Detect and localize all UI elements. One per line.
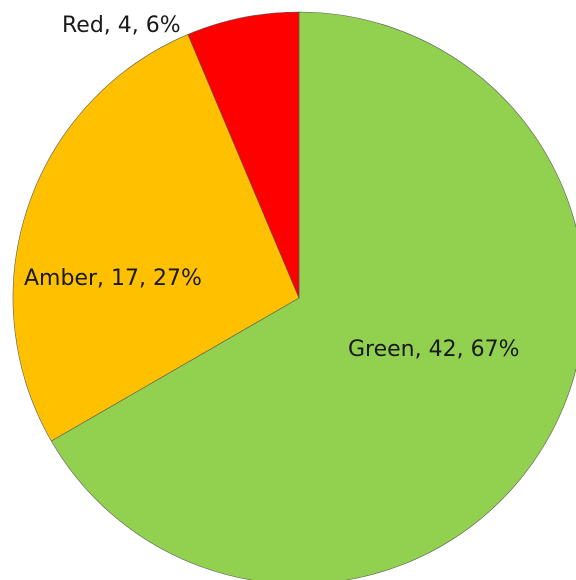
slice-label-green: Green, 42, 67% bbox=[348, 337, 520, 362]
slice-label-amber: Amber, 17, 27% bbox=[24, 266, 202, 291]
slice-label-red: Red, 4, 6% bbox=[62, 13, 181, 38]
pie-labels: Red, 4, 6% Amber, 17, 27% Green, 42, 67% bbox=[24, 13, 520, 362]
pie-slice-amber bbox=[12, 34, 300, 442]
pie-slice-green bbox=[50, 11, 576, 580]
pie-slices bbox=[12, 11, 576, 580]
pie-slice-red bbox=[187, 11, 300, 299]
